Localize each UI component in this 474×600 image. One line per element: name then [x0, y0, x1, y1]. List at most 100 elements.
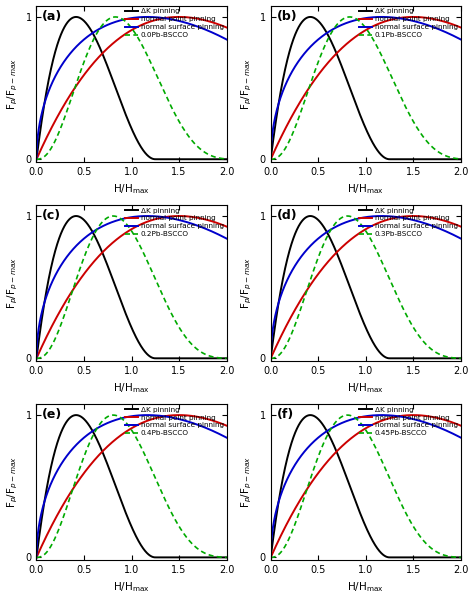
Text: (e): (e) — [42, 409, 63, 421]
normal point pinning — [458, 223, 464, 230]
ΔK pinning — [458, 155, 464, 163]
normal point pinning — [410, 212, 416, 220]
ΔK pinning — [452, 355, 458, 362]
ΔK pinning — [126, 119, 132, 126]
normal point pinning — [34, 155, 39, 163]
0.3Pb-BSCCO — [458, 355, 464, 362]
X-axis label: H/H$_\mathrm{max}$: H/H$_\mathrm{max}$ — [347, 382, 384, 395]
0.45Pb-BSCCO — [360, 423, 366, 430]
normal surface pinning — [458, 36, 464, 43]
normal point pinning — [360, 426, 366, 433]
ΔK pinning — [183, 155, 189, 163]
normal point pinning — [218, 420, 224, 427]
normal point pinning — [176, 13, 182, 20]
normal point pinning — [452, 22, 458, 29]
normal surface pinning — [224, 235, 229, 242]
Text: (b): (b) — [276, 10, 297, 23]
normal surface pinning — [34, 355, 39, 362]
0.2Pb-BSCCO — [43, 350, 49, 357]
0.2Pb-BSCCO — [218, 355, 224, 362]
Line: 0.2Pb-BSCCO: 0.2Pb-BSCCO — [36, 216, 227, 358]
ΔK pinning — [34, 155, 39, 163]
normal point pinning — [418, 212, 423, 220]
0.45Pb-BSCCO — [453, 554, 458, 561]
normal surface pinning — [218, 232, 224, 239]
0.45Pb-BSCCO — [458, 554, 464, 561]
normal surface pinning — [355, 414, 361, 421]
normal surface pinning — [453, 431, 458, 439]
normal point pinning — [126, 227, 132, 235]
normal point pinning — [218, 420, 224, 427]
Line: 0.4Pb-BSCCO: 0.4Pb-BSCCO — [36, 415, 227, 557]
0.3Pb-BSCCO — [418, 334, 423, 341]
normal point pinning — [410, 13, 416, 20]
normal point pinning — [121, 230, 127, 238]
Line: normal point pinning: normal point pinning — [271, 415, 461, 557]
Text: (a): (a) — [42, 10, 63, 23]
Line: 0.0Pb-BSCCO: 0.0Pb-BSCCO — [36, 17, 227, 159]
0.2Pb-BSCCO — [183, 334, 189, 341]
ΔK pinning — [224, 355, 229, 362]
ΔK pinning — [34, 554, 39, 561]
ΔK pinning — [360, 517, 366, 524]
normal point pinning — [218, 22, 224, 29]
normal surface pinning — [452, 232, 458, 239]
Line: ΔK pinning: ΔK pinning — [36, 216, 227, 358]
ΔK pinning — [218, 155, 224, 163]
0.4Pb-BSCCO — [43, 549, 49, 556]
Line: normal point pinning: normal point pinning — [271, 216, 461, 358]
normal point pinning — [268, 355, 273, 362]
ΔK pinning — [218, 554, 224, 561]
normal surface pinning — [418, 218, 423, 226]
ΔK pinning — [268, 355, 273, 362]
Y-axis label: F$_p$/F$_{p-max}$: F$_p$/F$_{p-max}$ — [240, 456, 254, 508]
Line: normal surface pinning: normal surface pinning — [36, 216, 227, 358]
ΔK pinning — [218, 554, 224, 561]
normal surface pinning — [126, 214, 132, 221]
normal point pinning — [452, 420, 458, 427]
Text: (c): (c) — [42, 209, 61, 223]
normal surface pinning — [453, 33, 458, 40]
ΔK pinning — [126, 318, 132, 325]
normal point pinning — [355, 31, 361, 38]
0.4Pb-BSCCO — [121, 417, 127, 424]
normal point pinning — [183, 412, 189, 419]
X-axis label: H/H$_\mathrm{max}$: H/H$_\mathrm{max}$ — [347, 581, 384, 595]
Legend: ΔK pinning, normal point pinning, normal surface pinning, 0.4Pb-BSCCO: ΔK pinning, normal point pinning, normal… — [124, 406, 224, 437]
ΔK pinning — [43, 289, 49, 296]
ΔK pinning — [183, 355, 189, 362]
normal surface pinning — [121, 414, 127, 421]
ΔK pinning — [224, 155, 229, 163]
normal surface pinning — [355, 16, 361, 23]
normal surface pinning — [268, 355, 273, 362]
ΔK pinning — [73, 412, 79, 419]
0.2Pb-BSCCO — [126, 224, 132, 231]
ΔK pinning — [43, 89, 49, 97]
0.3Pb-BSCCO — [345, 212, 350, 220]
normal surface pinning — [121, 215, 127, 222]
0.0Pb-BSCCO — [34, 155, 39, 163]
normal surface pinning — [34, 155, 39, 163]
normal surface pinning — [126, 15, 132, 22]
X-axis label: H/H$_\mathrm{max}$: H/H$_\mathrm{max}$ — [347, 182, 384, 196]
normal point pinning — [218, 22, 224, 29]
ΔK pinning — [453, 155, 458, 163]
ΔK pinning — [73, 13, 79, 20]
normal surface pinning — [183, 218, 189, 226]
normal surface pinning — [224, 434, 229, 441]
ΔK pinning — [278, 488, 283, 495]
normal point pinning — [458, 24, 464, 31]
normal surface pinning — [34, 554, 39, 561]
0.2Pb-BSCCO — [34, 355, 39, 362]
0.1Pb-BSCCO — [347, 13, 353, 20]
0.1Pb-BSCCO — [418, 130, 423, 137]
ΔK pinning — [73, 212, 79, 220]
0.45Pb-BSCCO — [452, 553, 458, 560]
0.1Pb-BSCCO — [268, 155, 273, 163]
normal surface pinning — [360, 15, 366, 22]
0.3Pb-BSCCO — [356, 218, 361, 225]
Line: normal point pinning: normal point pinning — [36, 415, 227, 557]
normal point pinning — [278, 334, 283, 341]
Line: normal surface pinning: normal surface pinning — [271, 415, 461, 557]
Line: ΔK pinning: ΔK pinning — [36, 415, 227, 557]
